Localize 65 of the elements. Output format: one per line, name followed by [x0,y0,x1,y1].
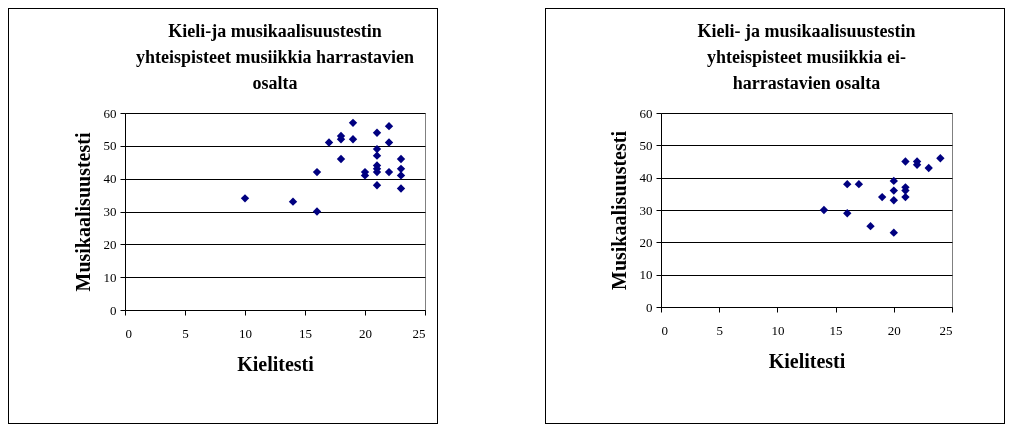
y-tick-label: 60 [103,105,117,121]
x-axis-title: Kielitesti [237,352,315,375]
point [240,194,250,203]
point [372,181,382,190]
x-tick-label: 0 [125,325,132,341]
chart-title: Kieli-ja musikaalisuustestin yhteispisteet musiikkia harrastavien osalta [135,21,415,93]
point [348,118,358,128]
y-tick-label: 40 [103,171,117,187]
x-tick-label: 20 [359,325,372,341]
y-tick-label: 10 [103,269,117,285]
x-tick-label: 10 [771,322,785,338]
x-tick-label: 10 [239,325,252,341]
x-tick-label: 15 [299,325,312,341]
point [843,209,852,218]
y-tick-label: 20 [639,234,653,250]
x-tick-label: 15 [829,322,843,338]
point [866,221,875,231]
point [901,192,910,202]
y-tick-label: 10 [639,267,653,283]
point [372,151,382,160]
point [889,196,898,205]
point [288,197,298,206]
chart-title: Kieli- ja musikaalisuustestin yhteispisteet musiikkia ei-harrastavien osalta [697,21,916,93]
x-tick-label: 5 [716,322,723,338]
point [348,135,358,144]
x-tick-label: 25 [939,322,953,338]
point [889,176,898,186]
point [312,167,322,177]
y-tick-label: 50 [639,137,653,153]
point [889,186,898,195]
point [384,167,394,177]
point [372,144,382,154]
y-tick-label: 60 [639,105,653,121]
point [384,121,394,131]
x-tick-label: 0 [661,322,668,338]
y-tick-label: 30 [639,202,653,218]
point [889,228,898,237]
x-tick-label: 5 [182,325,189,341]
x-tick-label: 25 [412,325,426,341]
point [324,138,334,147]
point [396,184,406,193]
point [877,192,887,202]
y-tick-label: 0 [646,299,653,315]
point [372,128,382,137]
point [901,157,910,166]
point [396,171,406,180]
x-tick-label: 20 [887,322,901,338]
point [396,154,406,164]
y-tick-label: 0 [110,302,117,318]
y-tick-label: 20 [103,236,117,252]
y-tick-label: 30 [103,204,117,219]
point [336,154,346,164]
point [312,207,322,216]
y-tick-label: 40 [639,170,653,186]
x-axis-title: Kielitesti [768,349,846,372]
point [924,163,933,173]
y-axis-title: Musikaalisuustesti [71,132,94,292]
point [936,154,945,163]
point [819,205,829,215]
point [843,179,852,189]
point [384,138,394,147]
y-axis-title: Musikaalisuustesti [607,130,630,290]
point [396,164,406,173]
y-tick-label: 50 [103,138,117,154]
point [854,179,864,189]
